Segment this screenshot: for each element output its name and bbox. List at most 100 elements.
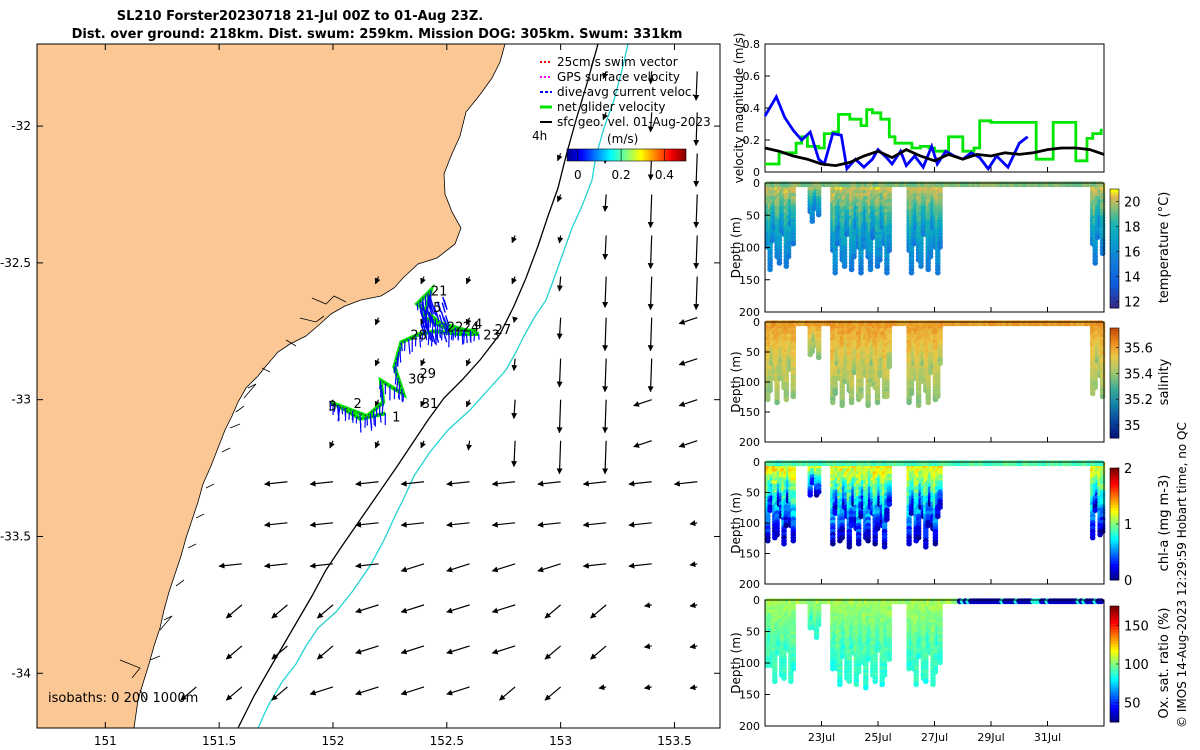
geostrophic-vector (218, 562, 242, 569)
dive-avg-current-vector (445, 315, 450, 326)
section-dot (877, 257, 883, 263)
section-dot (865, 537, 871, 544)
dive-avg-current-vector (425, 319, 430, 330)
section-dot (908, 390, 915, 397)
dive-avg-current-vector (427, 330, 432, 341)
section-colorbar-band (1110, 200, 1119, 205)
dive-avg-current-vector (427, 301, 432, 313)
section-dot (927, 369, 934, 376)
section-dot (774, 531, 780, 538)
geostrophic-vector (647, 112, 654, 133)
geostrophic-vector (693, 235, 700, 270)
section-colorbar-band (1110, 224, 1119, 229)
geostrophic-vector (225, 645, 243, 660)
section-colorbar-frame (1109, 188, 1120, 309)
dive-avg-current-vector (463, 330, 466, 344)
section-colorbar-band (1110, 257, 1119, 261)
dive-avg-current-vector (431, 316, 436, 328)
geostrophic-vector (602, 317, 609, 352)
geostrophic-vector (556, 153, 563, 162)
speed-ytick-label: 0.6 (743, 70, 761, 83)
section-dot (1092, 384, 1098, 391)
day-label: 30 (408, 372, 425, 387)
speed-colorbar-tick-label: 0.4 (655, 168, 674, 182)
map-ytick-label: -33.5 (0, 529, 31, 543)
dive-avg-current-vector (429, 315, 435, 326)
section-colorbar-band (1110, 281, 1119, 285)
section-dot (884, 516, 890, 523)
section-dot (781, 540, 787, 547)
geostrophic-vector (271, 604, 288, 619)
section-dot (937, 504, 943, 510)
section-dot (1092, 507, 1098, 513)
section-dot (886, 501, 893, 507)
section-colorbar-tick-label: 20 (1124, 196, 1141, 211)
scale-4h-label: 4h (532, 129, 547, 143)
section-colorbar-label: chl-a (mg m-3) (1157, 475, 1172, 572)
section-colorbar-band (1110, 209, 1119, 214)
section-colorbar-band (1110, 275, 1119, 279)
geostrophic-vector (511, 235, 517, 244)
geostrophic-vector (355, 480, 379, 487)
dive-avg-current-vector (419, 310, 425, 321)
map-xtick-label: 151.5 (202, 734, 236, 748)
legend-net-label: net glider velocity (557, 100, 665, 114)
section-dot (865, 402, 871, 409)
geostrophic-vector (689, 602, 698, 609)
geostrophic-vector (689, 684, 698, 691)
section-surface-dot (1098, 320, 1105, 327)
geostrophic-vector (465, 276, 472, 285)
section-dot (851, 253, 857, 260)
section-dot (807, 492, 813, 498)
geostrophic-vector (400, 480, 425, 487)
section-dot (815, 621, 822, 628)
section-colorbar-band (1110, 260, 1119, 264)
dive-avg-current-vector (429, 331, 434, 343)
geostrophic-vector (602, 399, 609, 434)
geostrophic-vector (400, 645, 425, 655)
speed-ytick-label: 0 (753, 166, 760, 179)
section-colorbar-tick-label: 35 (1124, 419, 1141, 434)
geostrophic-vector (643, 684, 652, 691)
section-colorbar-band (1110, 284, 1119, 288)
dive-avg-current-vector (381, 389, 384, 399)
section-dot (811, 205, 818, 211)
geostrophic-vector (643, 643, 652, 650)
dive-avg-current-vector (397, 383, 401, 399)
land-mass (37, 44, 505, 728)
dive-avg-current-vector (433, 306, 438, 317)
section-dot (906, 399, 912, 406)
geostrophic-vector (689, 643, 698, 650)
geostrophic-vector (556, 194, 563, 203)
geostrophic-vector (678, 317, 698, 325)
geostrophic-vector (491, 521, 516, 528)
geostrophic-vector (465, 317, 472, 326)
map-xtick-label: 153 (549, 734, 572, 748)
section-colorbar-tick-label: 35.2 (1124, 393, 1153, 408)
section-ytick-label: 0 (753, 177, 760, 190)
section-colorbar-band (1110, 305, 1119, 309)
section-ylabel: Depth (m) (729, 492, 743, 553)
geostrophic-vector (678, 358, 698, 366)
dive-avg-current-vector (429, 304, 435, 315)
section-colorbar-tick-label: 16 (1124, 246, 1141, 261)
geostrophic-vector (602, 71, 609, 80)
section-dot (935, 393, 941, 400)
dive-avg-current-vector (397, 352, 400, 366)
section-dot (834, 240, 841, 247)
geostrophic-vector (309, 686, 334, 696)
section-dot (790, 537, 797, 544)
geostrophic-vectors (180, 71, 700, 701)
speed-ticks: 00.20.40.60.8 (743, 38, 1048, 179)
section-dot (783, 263, 790, 270)
geostrophic-vector (511, 276, 517, 285)
geostrophic-vector (633, 399, 652, 407)
dive-avg-current-vector (441, 302, 446, 313)
day-label: 22 (447, 320, 464, 335)
geostrophic-vector (537, 480, 561, 487)
coast-detail-rivers (119, 295, 347, 701)
dive-avg-current-vector (395, 377, 399, 392)
section-dot (923, 544, 929, 550)
section-ytick-label: 100 (739, 242, 760, 255)
